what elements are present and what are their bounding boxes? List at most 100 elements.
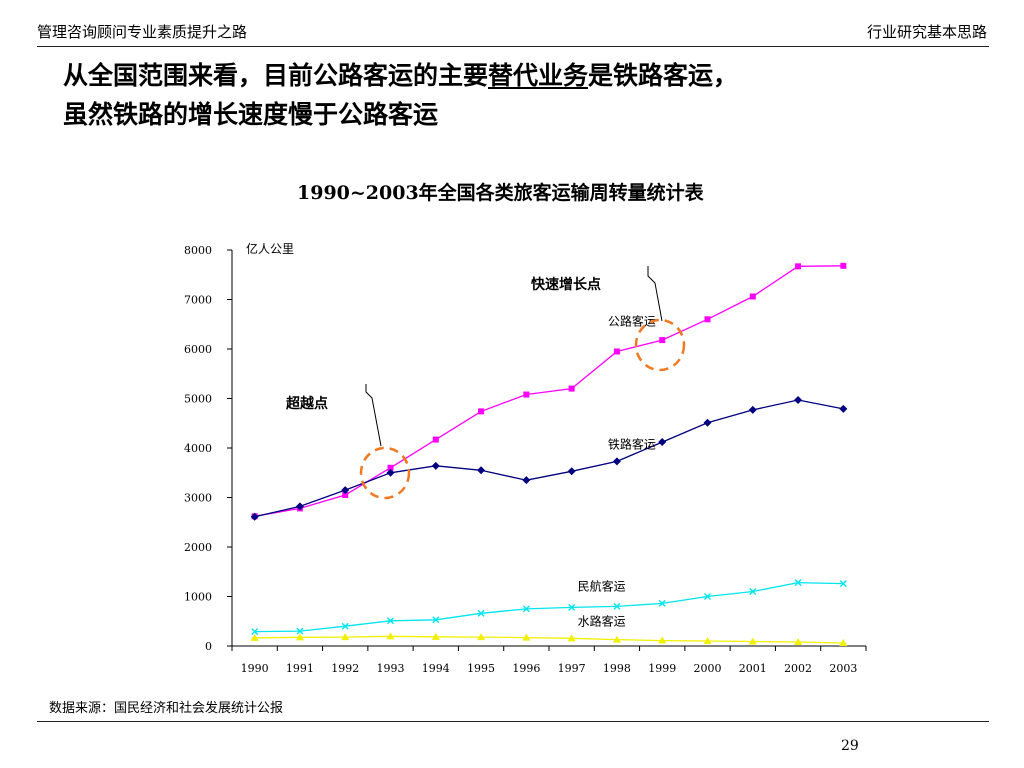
- data-point: [749, 293, 756, 300]
- data-point: [250, 512, 259, 521]
- data-point: [296, 627, 304, 635]
- data-point: [431, 461, 440, 470]
- x-tick-label: 1993: [377, 662, 405, 675]
- series-line: [254, 581, 844, 633]
- data-point: [794, 395, 803, 404]
- data-point: [477, 609, 485, 617]
- data-point: [477, 633, 486, 641]
- x-tick-label: 1997: [558, 662, 586, 675]
- data-point: [431, 632, 440, 640]
- data-point: [794, 579, 802, 587]
- data-point: [658, 636, 667, 644]
- data-point: [568, 603, 576, 611]
- data-point: [658, 599, 666, 607]
- data-point: [567, 467, 576, 476]
- overtake-leader-line: [365, 384, 382, 447]
- y-tick-label: 4000: [184, 442, 212, 455]
- x-tick-label: 1998: [603, 662, 631, 675]
- header-left-title: 管理咨询顾问专业素质提升之路: [37, 23, 248, 41]
- series-line: [254, 265, 844, 517]
- y-axis-unit-label: 亿人公里: [246, 241, 294, 256]
- data-point: [386, 468, 395, 477]
- source-note: 数据来源：国民经济和社会发展统计公报: [49, 701, 284, 716]
- x-tick-label: 2003: [829, 662, 857, 675]
- data-point: [839, 639, 848, 647]
- data-point: [704, 593, 711, 600]
- footer-divider: [37, 721, 989, 722]
- data-point: [342, 492, 349, 499]
- x-tick-label: 2001: [739, 662, 767, 675]
- header-divider: [37, 46, 989, 47]
- data-point: [567, 634, 576, 642]
- series-label: 公路客运: [608, 313, 656, 328]
- headline-text-after: 是铁路客运，: [588, 61, 739, 90]
- data-point: [613, 348, 620, 355]
- overtake-callout-label: 超越点: [285, 395, 328, 412]
- x-tick-label: 1990: [241, 662, 269, 675]
- data-point: [749, 588, 757, 596]
- page-number: 29: [841, 738, 859, 754]
- headline-text-before: 从全国范围来看，目前公路客运的主要: [63, 61, 489, 90]
- data-point: [659, 337, 666, 344]
- header-right-title: 行业研究基本思路: [866, 23, 987, 41]
- y-tick-label: 6000: [184, 343, 212, 356]
- series-label: 铁路客运: [608, 436, 656, 451]
- y-tick-label: 2000: [184, 541, 212, 554]
- x-tick-label: 2002: [784, 662, 812, 675]
- headline-line-1: 从全国范围来看，目前公路客运的主要替代业务是铁路客运，: [63, 56, 738, 92]
- data-point: [703, 637, 712, 645]
- y-tick-label: 8000: [184, 244, 212, 257]
- data-point: [251, 628, 259, 636]
- callout-overtake: 超越点: [285, 384, 411, 500]
- data-point: [341, 622, 349, 630]
- chart-title: 1990~2003年全国各类旅客运输周转量统计表: [297, 182, 704, 204]
- x-tick-label: 1996: [512, 662, 540, 675]
- data-point: [840, 262, 847, 269]
- data-point: [522, 476, 531, 485]
- data-point: [341, 633, 350, 641]
- data-point: [703, 418, 712, 427]
- data-point: [387, 617, 394, 625]
- data-point: [522, 605, 530, 613]
- chart-marks: 0 1000 2000 3000 4000 5000 6000 7000 8000 1990 199…: [184, 244, 867, 675]
- x-tick-label: 1999: [648, 662, 676, 675]
- data-point: [432, 616, 440, 624]
- line-chart: 亿人公里 0 1000 2000 3000 4000 5000 6000 7000 8000 19…: [184, 241, 867, 675]
- data-point: [386, 632, 395, 640]
- data-point: [387, 464, 394, 471]
- data-point: [612, 457, 621, 466]
- data-point: [523, 391, 530, 398]
- data-point: [295, 502, 304, 511]
- y-tick-label: 5000: [184, 393, 212, 406]
- data-point: [839, 404, 848, 413]
- data-point: [612, 635, 621, 643]
- x-tick-label: 1992: [331, 662, 359, 675]
- series-line: [254, 399, 844, 518]
- data-point: [748, 637, 757, 645]
- x-tick-label: 1995: [467, 662, 495, 675]
- data-point: [478, 408, 485, 415]
- y-tick-label: 1000: [184, 591, 212, 604]
- headline-underlined-text: 替代业务: [488, 61, 589, 90]
- data-point: [295, 633, 304, 641]
- headline-line-2: 虽然铁路的增长速度慢于公路客运: [63, 100, 439, 129]
- callout-fast-growth: 快速增长点: [531, 266, 686, 372]
- data-point: [704, 316, 711, 323]
- y-tick-label: 3000: [184, 492, 212, 505]
- data-point: [658, 438, 667, 447]
- data-point: [795, 263, 802, 270]
- y-tick-label: 7000: [184, 294, 212, 307]
- data-point: [522, 633, 531, 641]
- overtake-highlight-circle: [359, 446, 411, 500]
- data-point: [341, 486, 350, 495]
- fast-growth-leader-line: [647, 266, 663, 322]
- x-tick-label: 1994: [422, 662, 450, 675]
- fast-growth-highlight-circle: [634, 318, 686, 372]
- series-label: 民航客运: [578, 578, 626, 593]
- data-point: [794, 638, 803, 646]
- data-point: [839, 580, 847, 588]
- data-point: [432, 436, 439, 443]
- data-point: [250, 633, 259, 641]
- fast-growth-callout-label: 快速增长点: [531, 276, 601, 293]
- series-line: [254, 635, 844, 644]
